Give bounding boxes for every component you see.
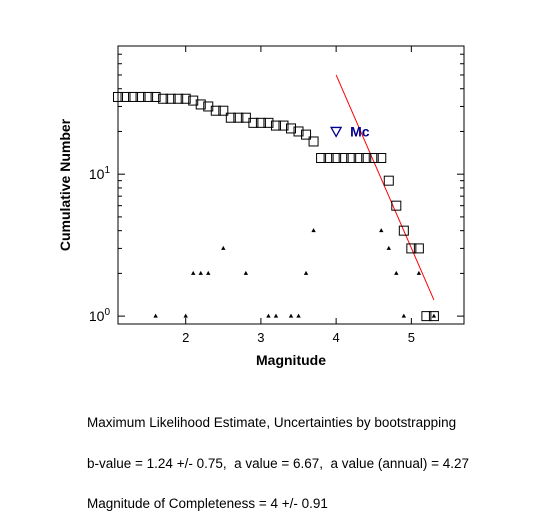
cumulative-point [391,200,402,211]
caption-bvalue-line: b-value = 1.24 +/- 0.75, a value = 6.67,… [87,455,470,471]
noncumulative-point [198,270,203,275]
noncumulative-point [243,270,249,275]
cumulative-point [308,136,319,147]
cumulative-point [263,117,274,128]
x-axis-label: Magnitude [256,352,326,368]
cumulative-point [113,91,123,102]
x-tick-label: 3 [257,330,264,345]
fit-line [335,74,435,301]
cumulative-point [128,91,139,102]
cumulative-point [210,105,221,116]
y-tick-label: 101 [89,165,111,182]
cumulative-point [428,311,439,322]
cumulative-point [150,91,161,102]
mc-label: Mc [350,123,370,139]
noncumulative-point [288,313,294,318]
cumulative-point [361,153,372,164]
cumulative-point [120,91,131,102]
noncumulative-point [416,270,422,275]
cumulative-point [233,112,244,123]
cumulative-point [180,93,191,104]
cumulative-point [135,91,146,102]
cumulative-point [368,153,379,164]
cumulative-point [316,153,327,164]
cumulative-point [255,117,266,128]
cumulative-point [143,91,154,102]
x-tick-label: 2 [182,330,189,345]
noncumulative-point [303,270,309,275]
cumulative-point [353,153,364,164]
cumulative-point [248,117,259,128]
cumulative-point [331,153,342,164]
noncumulative-point [379,228,384,233]
noncumulative-point [431,313,437,318]
noncumulative-point [311,228,316,233]
cumulative-point [338,153,349,164]
cumulative-point [286,123,296,134]
cumulative-point [383,175,394,186]
noncumulative-point [221,245,226,250]
cumulative-point [346,153,357,164]
cumulative-point [301,129,312,140]
result-caption: Maximum Likelihood Estimate, Uncertainti… [87,389,469,524]
cumulative-point [173,93,184,104]
cumulative-point [413,243,424,254]
frequency-magnitude-chart: 2 3 4 5 100 101 Mc Magnitude Cumulative Numbe… [57,45,465,368]
x-tick-label: 5 [408,330,415,345]
noncumulative-point [394,270,399,275]
cumulative-point [240,112,251,123]
cumulative-point [376,153,387,164]
x-tick-label: 4 [333,330,340,345]
cumulative-point [398,225,409,236]
noncumulative-point [206,270,211,275]
cumulative-point [218,105,229,116]
cumulative-point [421,311,432,322]
noncumulative-point [153,313,158,318]
cumulative-point [406,243,417,254]
cumulative-point [158,93,169,104]
mc-marker [330,126,343,138]
cumulative-point [195,99,206,110]
noncumulative-point [296,313,301,318]
y-tick-label: 100 [89,307,111,324]
cumulative-point [165,93,176,104]
noncumulative-point [401,313,407,318]
cumulative-point [270,120,281,131]
noncumulative-point [183,313,188,318]
cumulative-point [225,112,236,123]
cumulative-point [278,120,289,131]
caption-method-line: Maximum Likelihood Estimate, Uncertainti… [87,415,457,430]
noncumulative-point [191,270,196,275]
y-axis-label: Cumulative Number [57,118,73,251]
cumulative-point [188,95,199,106]
caption-completeness-line: Magnitude of Completeness = 4 +/- 0.91 [87,496,328,511]
noncumulative-point [273,313,279,318]
cumulative-point [323,153,334,164]
noncumulative-point [266,313,271,318]
plot-frame [117,45,465,325]
cumulative-point [293,126,304,137]
noncumulative-point [386,245,391,250]
